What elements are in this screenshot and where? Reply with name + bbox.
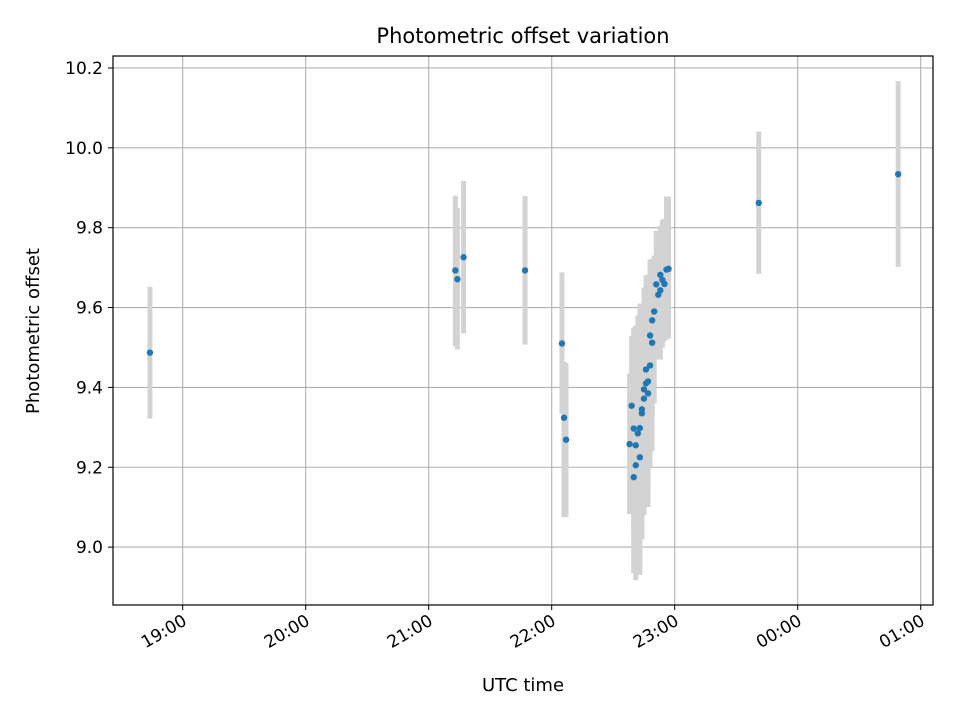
data-point xyxy=(460,254,467,261)
x-tick-label: 23:00 xyxy=(630,611,682,653)
data-point xyxy=(642,366,650,373)
data-point xyxy=(640,386,648,393)
data-point xyxy=(646,362,654,369)
x-axis-ticks: 19:00 20:00 21:00 22:00 23:00 00:00 01:00 xyxy=(138,605,928,653)
data-point xyxy=(661,280,668,288)
x-tick-label: 00:00 xyxy=(753,611,805,653)
data-point xyxy=(894,170,902,178)
data-point xyxy=(626,440,633,448)
chart-title: Photometric offset variation xyxy=(376,24,669,48)
data-point xyxy=(657,271,664,279)
y-axis-ticks: 9.0 9.2 9.4 9.6 9.8 10.0 10.2 xyxy=(65,59,113,558)
x-axis-label: UTC time xyxy=(482,675,564,696)
data-point xyxy=(146,349,154,356)
data-point xyxy=(644,378,652,385)
data-point xyxy=(640,395,648,402)
data-point xyxy=(630,474,637,481)
data-point xyxy=(636,454,644,461)
y-tick-label: 9.8 xyxy=(76,219,103,239)
x-tick-label: 21:00 xyxy=(384,611,436,653)
y-tick-label: 10.0 xyxy=(65,139,103,159)
y-tick-label: 9.0 xyxy=(76,538,103,558)
data-point xyxy=(560,414,568,421)
y-axis-label: Photometric offset xyxy=(23,248,44,414)
data-point xyxy=(630,425,637,432)
grid-lines xyxy=(113,56,933,605)
data-point xyxy=(657,287,664,294)
data-point xyxy=(653,281,660,288)
data-point xyxy=(632,462,639,469)
data-point xyxy=(648,317,656,324)
error-bars xyxy=(147,81,901,581)
y-tick-label: 9.2 xyxy=(76,458,103,478)
data-point xyxy=(558,340,566,347)
x-tick-label: 22:00 xyxy=(507,611,559,653)
data-points xyxy=(146,170,902,481)
y-tick-label: 9.4 xyxy=(76,378,103,398)
data-point xyxy=(562,436,570,443)
data-point xyxy=(651,308,658,315)
data-point xyxy=(634,430,641,437)
data-point xyxy=(452,267,459,274)
data-point xyxy=(628,402,635,409)
data-point xyxy=(755,199,762,207)
data-point xyxy=(521,267,529,274)
data-point xyxy=(644,390,652,397)
data-point xyxy=(454,275,461,283)
data-point xyxy=(638,406,646,413)
data-point xyxy=(665,265,672,273)
data-point xyxy=(646,332,654,339)
data-point xyxy=(636,424,644,432)
data-point xyxy=(632,442,639,449)
data-point xyxy=(648,339,656,346)
plot-frame xyxy=(112,55,934,606)
y-tick-label: 10.2 xyxy=(65,59,103,79)
x-tick-label: 20:00 xyxy=(261,611,313,653)
y-tick-label: 9.6 xyxy=(76,299,103,319)
x-tick-label: 19:00 xyxy=(138,611,190,653)
x-tick-label: 01:00 xyxy=(876,611,928,653)
